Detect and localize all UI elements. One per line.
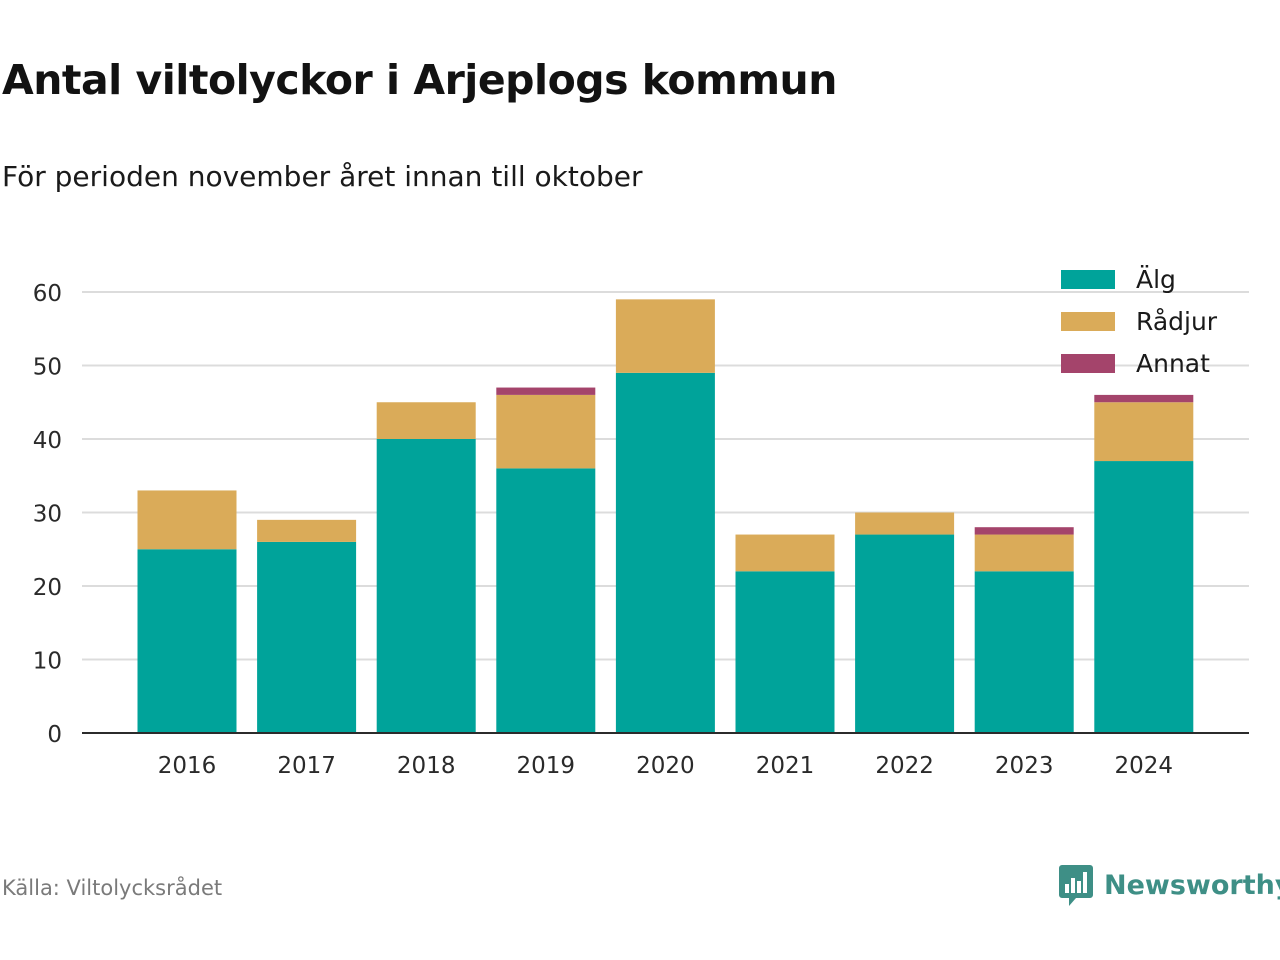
bar-segment <box>735 534 835 572</box>
legend-label: Annat <box>1136 349 1210 378</box>
bar-segment <box>974 571 1074 733</box>
legend-swatch <box>1061 354 1115 373</box>
x-tick-label: 2021 <box>756 753 815 779</box>
y-tick-label: 60 <box>33 281 62 307</box>
bar-segment <box>376 439 476 733</box>
legend-swatch <box>1061 312 1115 331</box>
x-tick-label: 2023 <box>995 753 1054 779</box>
x-axis-tick-labels: 2016 2017 2018 2019 2020 2021 2022 2023 2024 <box>158 753 1173 779</box>
chart-title: Antal viltolyckor i Arjeplogs kommun <box>2 56 837 104</box>
bar-segment <box>1094 402 1194 462</box>
x-tick-label: 2024 <box>1115 753 1174 779</box>
legend-label: Rådjur <box>1136 307 1218 336</box>
y-axis-tick-labels: 0 10 20 30 40 50 60 <box>33 281 62 748</box>
bar-segment <box>496 394 596 469</box>
x-tick-label: 2017 <box>277 753 336 779</box>
bar-segment <box>1094 394 1194 403</box>
bar-segment <box>615 299 715 373</box>
x-tick-label: 2019 <box>517 753 576 779</box>
legend-label: Älg <box>1136 265 1176 294</box>
y-tick-label: 30 <box>33 502 62 528</box>
bar-segment <box>496 468 596 733</box>
y-tick-label: 20 <box>33 575 62 601</box>
x-tick-label: 2018 <box>397 753 456 779</box>
bar-segment <box>615 372 715 733</box>
bar-segment <box>257 541 357 733</box>
brand-name: Newsworthy <box>1104 869 1280 901</box>
legend: Älg Rådjur Annat <box>1061 265 1218 378</box>
bar-segment <box>257 519 357 542</box>
y-tick-label: 0 <box>47 722 62 748</box>
legend-swatch <box>1061 270 1115 289</box>
y-tick-label: 50 <box>33 355 62 381</box>
bar-segment <box>137 490 237 550</box>
brand-logo: Newsworthy <box>1058 862 1280 908</box>
y-tick-label: 10 <box>33 649 62 675</box>
bar-segment <box>1094 461 1194 733</box>
bar-segment <box>855 534 955 733</box>
bar-segment <box>974 527 1074 535</box>
bar-segment <box>855 512 955 535</box>
x-tick-label: 2020 <box>636 753 695 779</box>
bar-segment <box>376 402 476 439</box>
source-note: Källa: Viltolycksrådet <box>2 876 223 900</box>
bar-segment <box>496 387 596 395</box>
bar-segment <box>735 571 835 733</box>
newsworthy-logo-icon <box>1059 865 1093 906</box>
x-tick-label: 2022 <box>875 753 934 779</box>
y-tick-label: 40 <box>33 428 62 454</box>
bar-segment <box>974 534 1074 572</box>
bars <box>137 299 1194 733</box>
x-tick-label: 2016 <box>158 753 217 779</box>
bar-segment <box>137 549 237 733</box>
chart-subtitle: För perioden november året innan till ok… <box>2 160 643 193</box>
